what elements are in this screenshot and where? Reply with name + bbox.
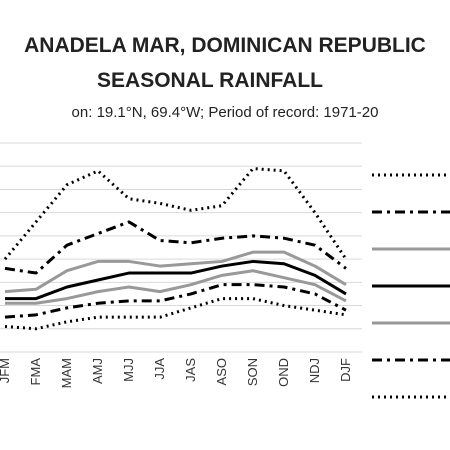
series-line-5 [5, 269, 347, 305]
chart-title-line1: ANADELA MAR, DOMINICAN REPUBLIC [24, 34, 426, 57]
x-tick-label: MJJ [121, 358, 136, 382]
x-axis-ticks: JFM FMA MAM AMJ MJJ JJA JAS ASO SON OND NDJ DJF [0, 358, 353, 389]
x-tick-label: AMJ [90, 358, 105, 384]
chart-subtitle: on: 19.1°N, 69.4°W; Period of record: 19… [72, 104, 379, 121]
x-tick-label: ASO [214, 358, 229, 385]
x-tick-label: JAS [183, 358, 198, 382]
x-tick-label: JJA [152, 358, 167, 380]
x-tick-label: JFM [0, 358, 12, 383]
grid-lines [0, 142, 362, 353]
series-line-3 [4, 250, 347, 294]
x-tick-label: MAM [59, 358, 74, 388]
x-tick-label: NDJ [307, 358, 322, 383]
series-line-4 [5, 259, 347, 301]
series-layer [3, 167, 348, 331]
series-line-7 [4, 297, 347, 331]
chart-title-line2: SEASONAL RAINFALL [97, 69, 323, 92]
series-line-2 [4, 220, 347, 275]
x-tick-label: OND [276, 358, 291, 387]
x-tick-label: SON [245, 358, 260, 386]
x-tick-label: FMA [28, 358, 43, 386]
x-tick-label: DJF [338, 358, 353, 382]
legend [372, 173, 450, 399]
series-line-1 [3, 167, 348, 261]
